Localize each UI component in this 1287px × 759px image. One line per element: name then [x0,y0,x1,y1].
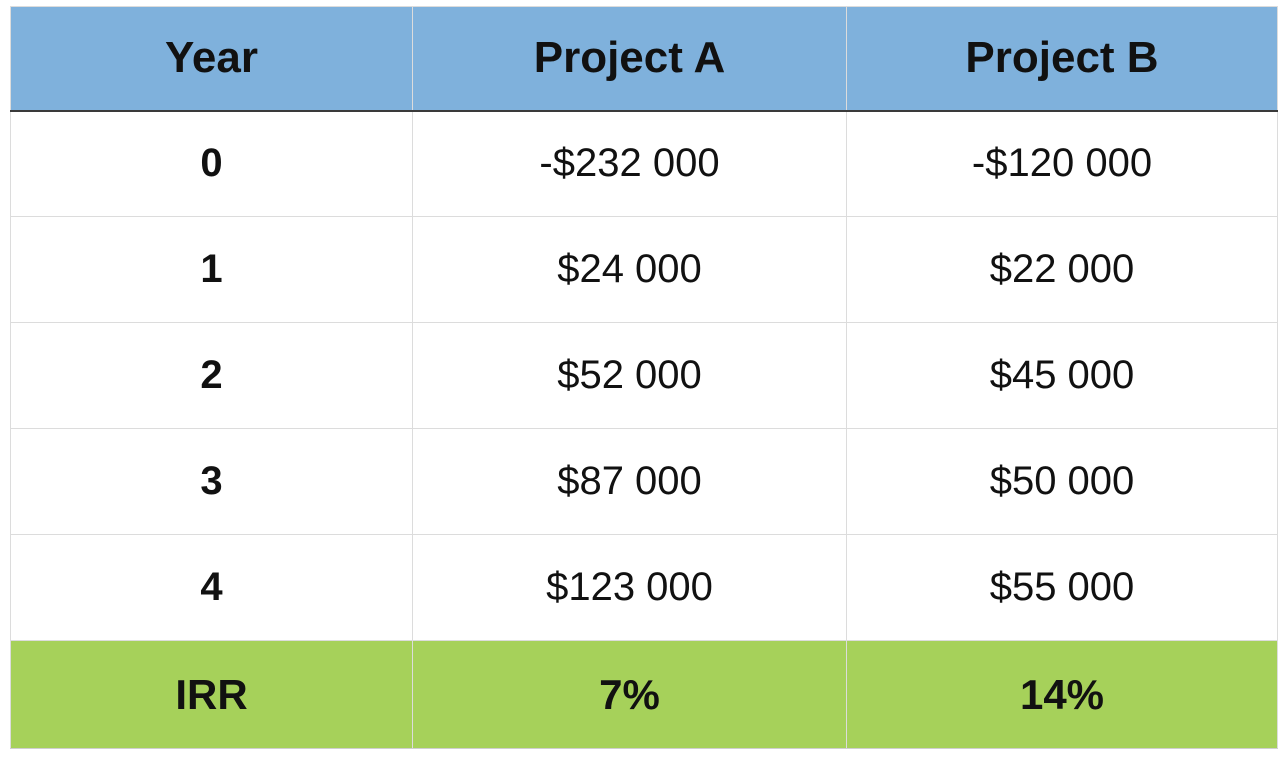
cell-project-a: $123 000 [413,535,847,641]
cell-year: 0 [11,111,413,217]
cell-project-a: $87 000 [413,429,847,535]
cell-project-b: $45 000 [847,323,1278,429]
table-row: 3 $87 000 $50 000 [11,429,1278,535]
cell-year: 3 [11,429,413,535]
cell-year: 2 [11,323,413,429]
cell-project-a: $52 000 [413,323,847,429]
table-row: 0 -$232 000 -$120 000 [11,111,1278,217]
cell-project-b: $50 000 [847,429,1278,535]
col-header-project-b: Project B [847,7,1278,111]
cell-project-b: $22 000 [847,217,1278,323]
table-row: 1 $24 000 $22 000 [11,217,1278,323]
cell-project-b: $55 000 [847,535,1278,641]
footer-label: IRR [11,641,413,749]
footer-project-b: 14% [847,641,1278,749]
footer-project-a: 7% [413,641,847,749]
table-header-row: Year Project A Project B [11,7,1278,111]
table-row: 2 $52 000 $45 000 [11,323,1278,429]
cell-project-b: -$120 000 [847,111,1278,217]
cell-year: 1 [11,217,413,323]
cell-year: 4 [11,535,413,641]
table-row: 4 $123 000 $55 000 [11,535,1278,641]
irr-table: Year Project A Project B 0 -$232 000 -$1… [10,6,1278,749]
cell-project-a: -$232 000 [413,111,847,217]
col-header-year: Year [11,7,413,111]
table-container: Year Project A Project B 0 -$232 000 -$1… [0,0,1287,759]
table-footer-row: IRR 7% 14% [11,641,1278,749]
col-header-project-a: Project A [413,7,847,111]
cell-project-a: $24 000 [413,217,847,323]
